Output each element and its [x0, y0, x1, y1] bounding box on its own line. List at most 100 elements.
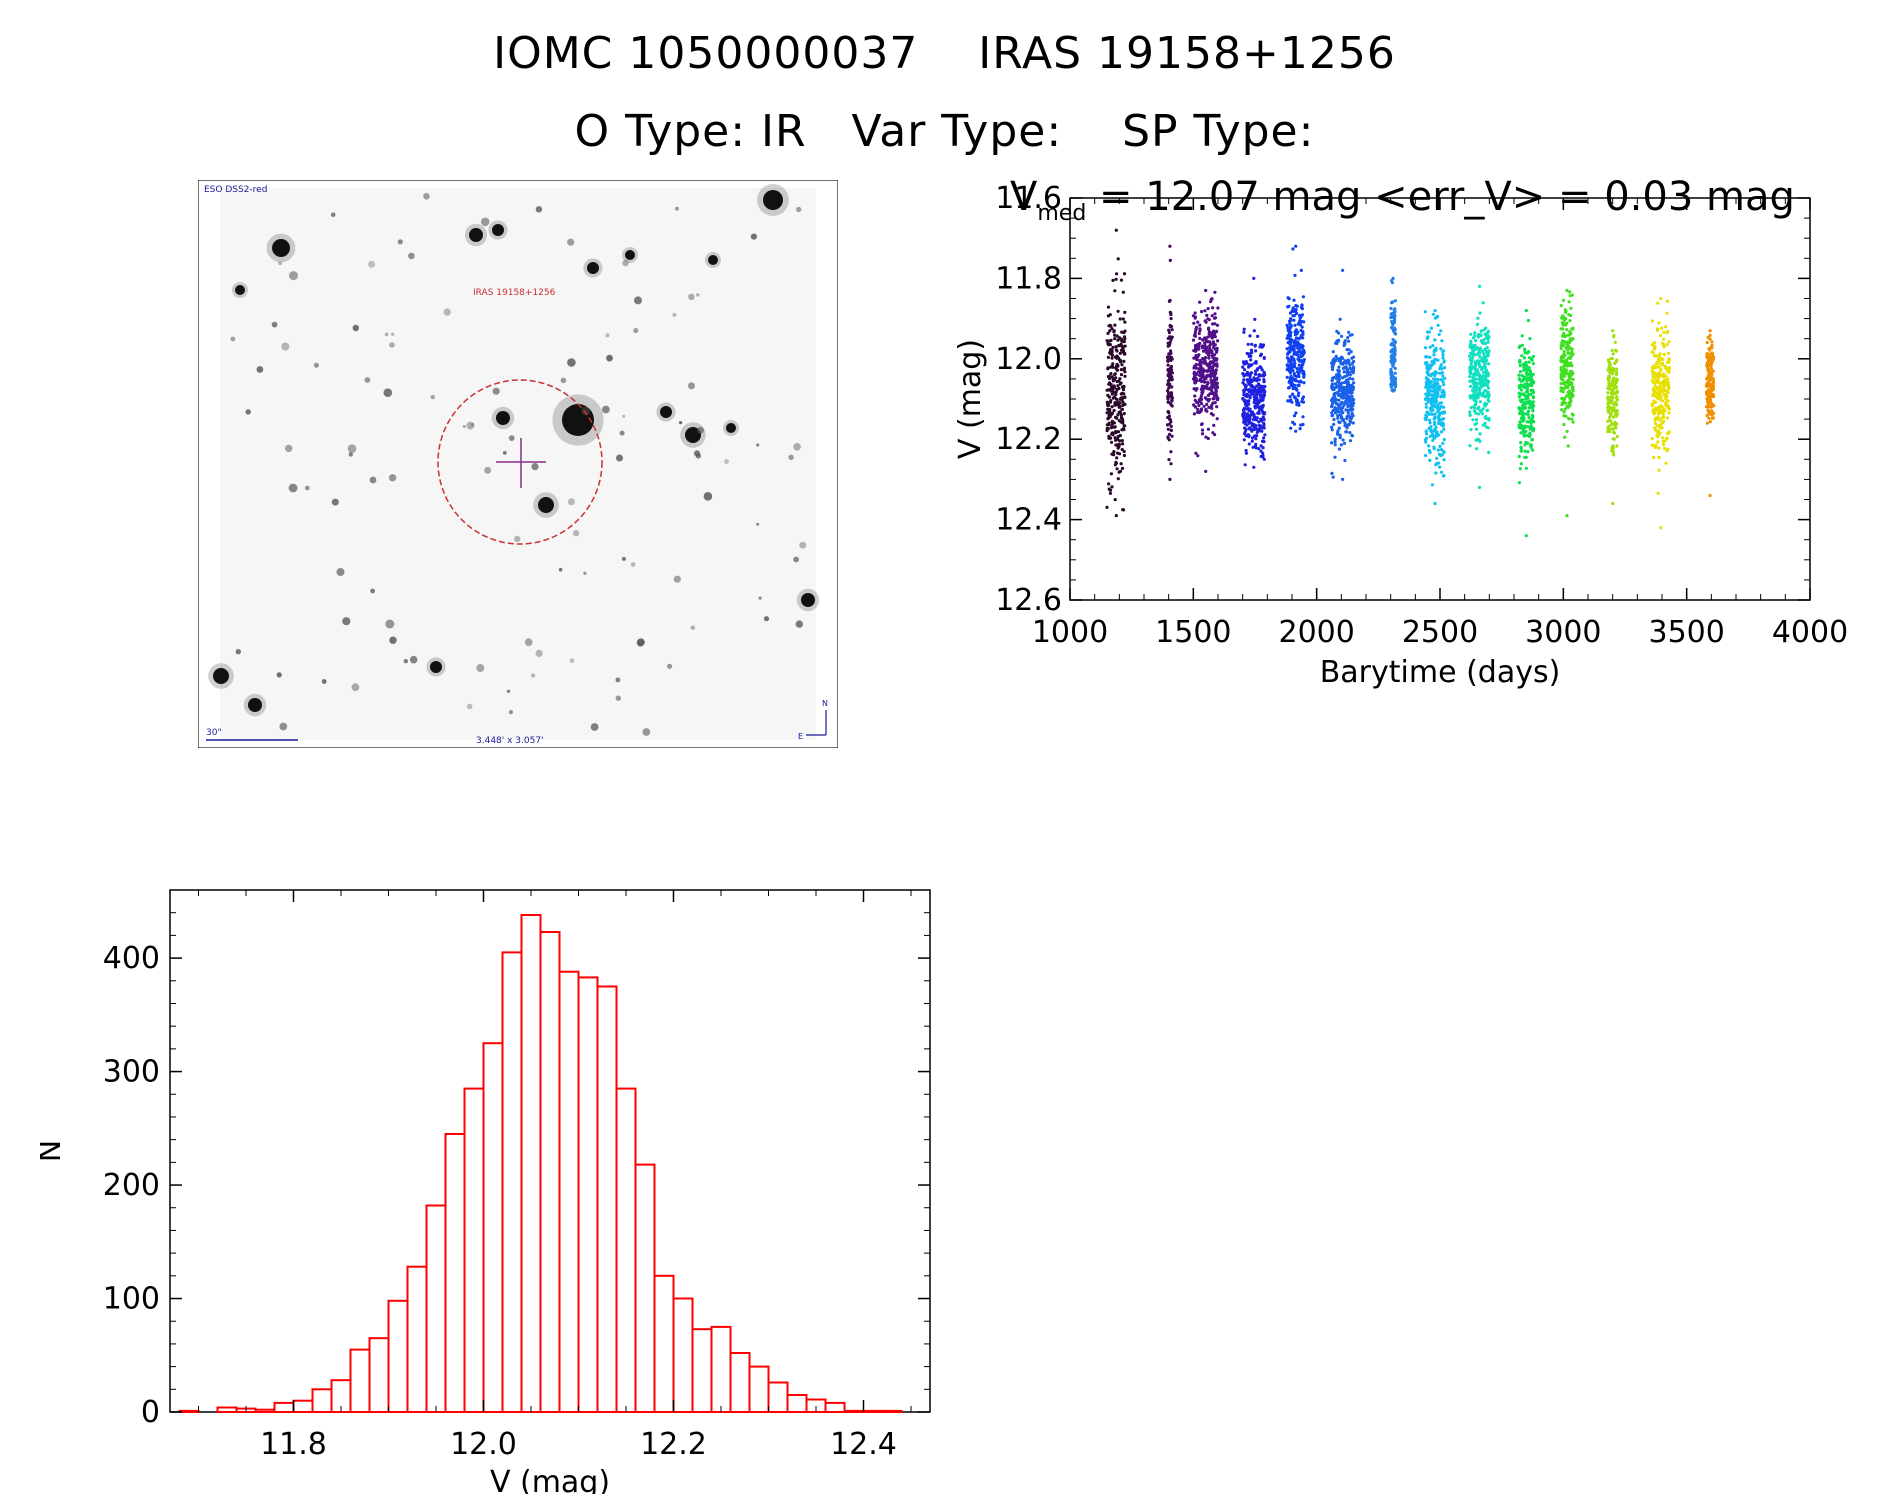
lc-point — [1658, 407, 1662, 411]
lc-point — [1346, 382, 1350, 386]
lc-point — [1393, 371, 1397, 375]
lc-point — [1523, 426, 1527, 430]
star — [388, 474, 397, 482]
lc-point — [1530, 383, 1534, 388]
hist-bar — [387, 1299, 409, 1413]
lc-point — [1524, 466, 1528, 470]
hist-bar — [216, 1406, 238, 1413]
lc-point — [1123, 395, 1127, 399]
lc-point — [1473, 399, 1477, 403]
lc-point — [1432, 353, 1436, 357]
lc-point — [1485, 346, 1489, 350]
lc-point — [1302, 358, 1306, 362]
lc-point — [1121, 442, 1125, 446]
lc-point — [1118, 410, 1122, 414]
lc-point — [1431, 312, 1436, 316]
lc-point — [1205, 409, 1209, 413]
lc-point — [1333, 437, 1337, 441]
lc-point — [1428, 345, 1432, 349]
lc-point — [1477, 284, 1482, 288]
lc-point — [1250, 439, 1254, 443]
star — [466, 421, 475, 430]
lc-point — [1330, 367, 1335, 372]
star — [567, 238, 575, 246]
lc-point — [1659, 404, 1663, 408]
lc-point — [1441, 374, 1445, 378]
hist-bar — [767, 1381, 789, 1413]
lc-point — [1437, 411, 1442, 415]
lc-point — [1661, 399, 1665, 403]
lc-point — [1525, 373, 1529, 377]
hist-bar — [748, 1365, 770, 1414]
lc-ytick-label: 11.8 — [995, 261, 1062, 296]
lc-point — [1473, 360, 1477, 364]
lc-point — [1439, 365, 1443, 369]
lc-point — [1611, 437, 1615, 441]
lc-point — [1659, 394, 1663, 398]
lc-point — [1662, 385, 1666, 389]
lc-point — [1298, 319, 1302, 323]
lc-point — [1262, 417, 1266, 421]
lc-point — [1166, 400, 1170, 404]
lc-point — [1299, 364, 1304, 368]
lc-point — [1215, 357, 1219, 361]
lc-point — [1520, 413, 1524, 417]
lc-point — [1257, 411, 1261, 415]
lc-point — [1250, 436, 1254, 440]
hist-bar — [824, 1401, 846, 1414]
lc-point — [1520, 334, 1524, 338]
lc-point — [1476, 381, 1480, 386]
lc-point — [1521, 429, 1525, 433]
lc-point — [1441, 349, 1446, 353]
lc-point — [1122, 449, 1126, 454]
lc-point — [1289, 426, 1293, 430]
lc-point — [1245, 423, 1249, 427]
lc-point — [1254, 437, 1258, 441]
lc-point — [1300, 325, 1304, 329]
lc-point — [1425, 355, 1429, 359]
lc-point — [1571, 420, 1575, 424]
lc-point — [1205, 383, 1209, 387]
lc-point — [1614, 413, 1618, 417]
star — [630, 562, 636, 567]
lc-point — [1107, 436, 1111, 440]
lc-point — [1292, 395, 1296, 399]
lc-point — [1243, 368, 1247, 372]
lc-point — [1561, 334, 1565, 338]
lc-point — [1252, 329, 1256, 333]
lc-point — [1615, 385, 1619, 389]
lc-point — [1242, 413, 1246, 417]
lc-point — [1337, 426, 1341, 430]
lc-point — [1336, 432, 1340, 436]
lc-point — [1656, 440, 1660, 444]
lc-point — [1350, 391, 1354, 395]
lc-point — [1608, 371, 1612, 375]
lc-point — [1613, 340, 1617, 344]
lc-point — [1653, 384, 1657, 388]
lc-point — [1486, 351, 1490, 355]
lc-point — [1563, 367, 1567, 371]
lc-point — [1213, 333, 1217, 337]
lc-point — [1390, 356, 1394, 361]
lc-point — [1562, 364, 1566, 368]
lc-point — [1615, 434, 1619, 439]
lc-point — [1426, 335, 1430, 339]
lc-point — [1255, 368, 1259, 372]
lc-point — [1204, 356, 1208, 360]
lc-point — [1564, 414, 1568, 418]
lc-point — [1611, 329, 1615, 333]
lc-point — [1111, 362, 1115, 366]
lc-point — [1653, 421, 1657, 426]
lc-point — [1562, 422, 1566, 427]
lc-point — [1484, 341, 1488, 346]
star — [616, 454, 623, 462]
lc-point — [1107, 374, 1111, 378]
lc-point — [1666, 406, 1671, 410]
lc-point — [1656, 396, 1660, 400]
lc-point — [1207, 326, 1211, 330]
lc-point — [1437, 433, 1441, 437]
lc-point — [1468, 367, 1472, 371]
lc-xtick-label: 2000 — [1278, 615, 1354, 650]
lc-point — [1330, 378, 1334, 382]
lc-point — [1474, 339, 1478, 343]
